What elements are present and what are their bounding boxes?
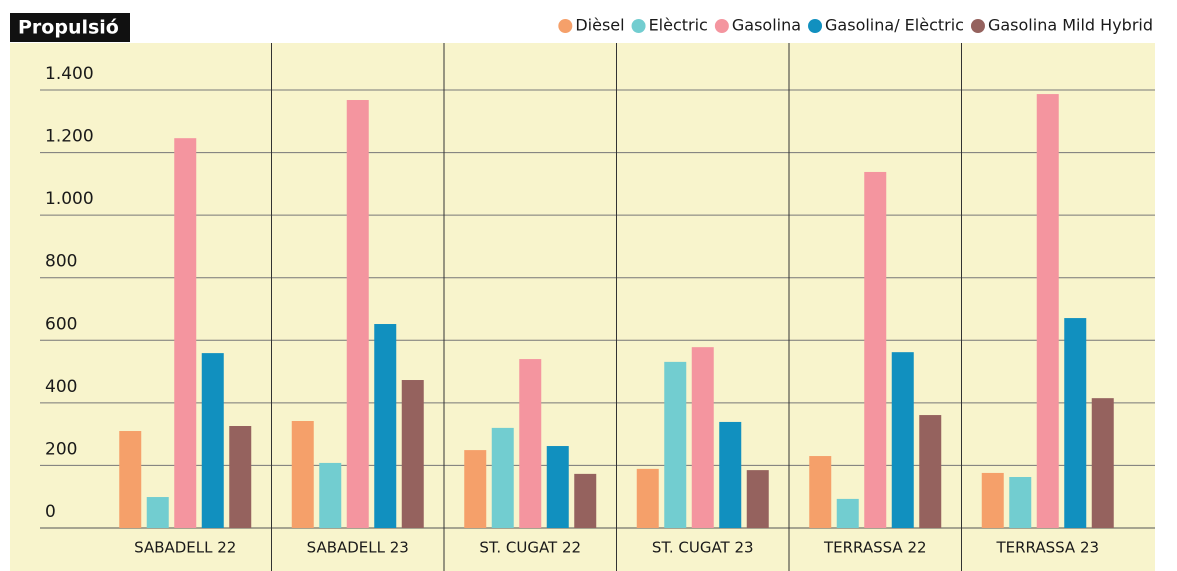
legend-swatch xyxy=(970,19,985,33)
bar xyxy=(746,470,769,528)
bar xyxy=(664,361,687,528)
x-tick-label: ST. CUGAT 22 xyxy=(479,539,581,557)
legend-label: Elèctric xyxy=(649,16,708,35)
bar xyxy=(836,498,859,528)
x-tick-label: SABADELL 23 xyxy=(307,539,409,557)
bar xyxy=(636,468,659,528)
bar xyxy=(146,497,169,528)
y-tick-label: 1.000 xyxy=(45,189,94,209)
title-box xyxy=(10,13,130,42)
legend-label: Gasolina/ Elèctric xyxy=(825,16,964,35)
bar xyxy=(291,421,314,528)
x-tick-label: TERRASSA 22 xyxy=(823,539,927,557)
bar xyxy=(174,138,197,528)
legend-swatch xyxy=(631,19,646,33)
bar xyxy=(546,446,569,528)
legend-swatch xyxy=(558,19,573,33)
bar xyxy=(1036,94,1059,529)
bar xyxy=(864,171,887,528)
bar xyxy=(346,100,369,529)
x-tick-label: ST. CUGAT 23 xyxy=(652,539,754,557)
bar xyxy=(401,380,424,528)
chart-title: Propulsió xyxy=(18,17,119,39)
bar xyxy=(1064,318,1087,528)
bar xyxy=(229,426,252,528)
legend-swatch xyxy=(714,19,729,33)
bar xyxy=(464,450,487,528)
legend-swatch xyxy=(808,19,823,33)
bar xyxy=(719,421,742,528)
legend-label: Gasolina Mild Hybrid xyxy=(988,16,1153,35)
bar xyxy=(1091,398,1114,528)
bar xyxy=(891,352,914,528)
y-tick-label: 400 xyxy=(45,377,77,397)
legend-label: Gasolina xyxy=(732,16,801,35)
y-tick-label: 800 xyxy=(45,252,77,272)
bar xyxy=(691,347,714,528)
bar xyxy=(119,431,142,528)
bar xyxy=(374,324,397,528)
y-tick-label: 600 xyxy=(45,314,77,334)
y-tick-label: 0 xyxy=(45,502,56,522)
bar xyxy=(201,353,224,528)
bar xyxy=(809,456,832,528)
y-tick-label: 1.200 xyxy=(45,127,94,147)
bar xyxy=(319,462,342,528)
bar xyxy=(491,427,514,528)
bar xyxy=(1009,477,1032,528)
y-tick-label: 200 xyxy=(45,439,77,459)
bar xyxy=(519,359,542,528)
bar xyxy=(919,415,942,528)
bar xyxy=(574,473,597,528)
x-tick-label: SABADELL 22 xyxy=(134,539,236,557)
x-tick-label: TERRASSA 23 xyxy=(995,539,1099,557)
legend-label: Dièsel xyxy=(575,16,624,35)
bar xyxy=(981,472,1004,528)
y-tick-label: 1.400 xyxy=(45,64,94,84)
